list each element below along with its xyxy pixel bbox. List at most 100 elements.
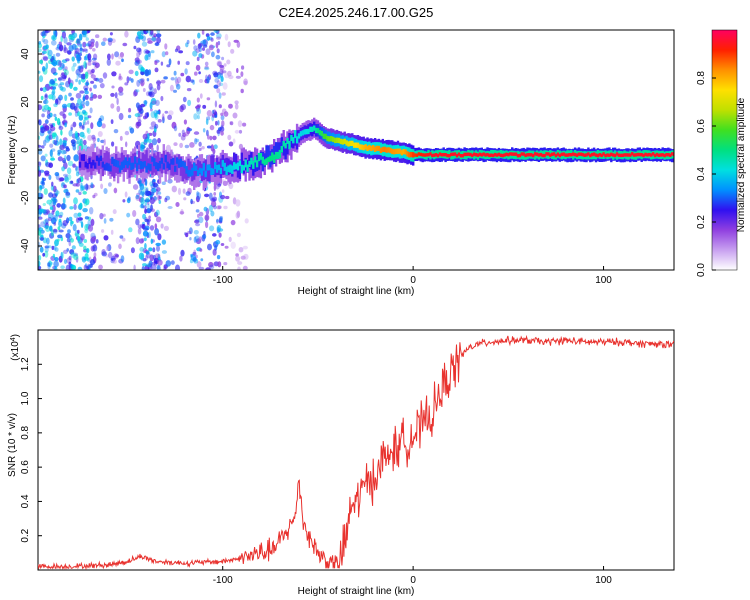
heatmap-speckle [210,144,214,152]
heatmap-speckle [150,238,153,245]
heatmap-ridge-cell [326,135,329,142]
heatmap-ridge-cell [356,142,360,148]
heatmap-ridge-cell [116,160,120,168]
heatmap-speckle [66,147,70,152]
heatmap-ridge-cell [111,156,114,165]
heatmap-speckle [69,235,73,241]
heatmap-speckle [70,180,74,184]
heatmap-ridge-cell [440,153,443,157]
heatmap-speckle [173,125,178,132]
heatmap-speckle [196,191,200,197]
heatmap-speckle [234,103,239,110]
heatmap-ridge-cell [187,158,190,179]
heatmap-speckle [71,32,78,39]
heatmap-speckle [86,265,89,270]
heatmap-speckle [156,245,160,252]
heatmap-speckle [154,67,159,73]
heatmap-speckle [121,58,124,63]
heatmap-speckle [57,226,61,231]
heatmap-speckle [43,99,49,105]
heatmap-speckle [87,30,90,33]
snr-x-ticks: -100 0 100 [213,566,612,586]
heatmap-ridge-cell [265,145,268,163]
heatmap-ridge-cell [303,129,306,135]
heatmap-speckle [60,251,63,260]
heatmap-speckle [83,61,87,69]
snr-series-line [38,334,674,570]
heatmap-speckle [165,51,169,56]
heatmap-speckle [73,197,78,205]
heatmap-speckle [81,124,85,130]
heatmap-speckle [148,142,154,150]
heatmap-ridge-cell [212,155,215,175]
heatmap-ridge-cell [366,145,369,152]
heatmap-ridge-cell [194,165,198,171]
heatmap-speckle [38,161,42,168]
heatmap-speckle [90,232,96,238]
heatmap-speckle [75,92,82,99]
heatmap-speckle [167,206,173,209]
heatmap-ridge-cell [377,145,381,152]
heatmap-speckle [135,89,140,93]
heatmap-ridge-cell [99,155,103,161]
heatmap-speckle [76,72,79,80]
heatmap-speckle [237,266,241,270]
heatmap-speckle [145,197,150,203]
heatmap-speckle [144,54,149,61]
heatmap-ridge-cell [552,152,556,156]
heatmap-speckle [138,119,142,124]
heatmap-speckle [150,108,153,112]
heatmap-speckle [183,131,189,137]
heatmap-speckle [90,80,95,84]
heatmap-speckle [78,66,81,70]
heatmap-speckle [113,129,119,134]
heatmap-speckle [63,68,67,72]
heatmap-speckle [110,103,115,109]
heatmap-speckle [83,56,87,61]
heatmap-ridge-cell [532,153,535,158]
heatmap-speckle [151,138,158,146]
heatmap-speckle [79,103,83,111]
heatmap-speckle [219,64,225,68]
heatmap-ridge-cell [589,153,592,158]
heatmap-speckle [177,60,180,65]
heatmap-speckle [49,199,56,203]
heatmap-ridge-cell [286,140,289,155]
heatmap-speckle [136,31,142,37]
heatmap-ridge-cell [659,153,662,157]
heatmap-ridge-cell [101,161,104,168]
heatmap-speckle [167,114,173,121]
heatmap-speckle [86,248,90,254]
heatmap-speckle [160,95,164,102]
heatmap-ridge-cell [92,159,95,166]
heatmap-speckle [190,254,196,261]
heatmap-ridge-cell [198,167,202,174]
heatmap-speckle [173,89,177,93]
heatmap-ridge-cell [644,152,647,157]
heatmap-speckle [185,75,191,83]
heatmap-speckle [70,220,74,225]
heatmap-ridge-cell [282,141,285,156]
heatmap-speckle [216,129,221,134]
heatmap-speckle [142,230,149,237]
heatmap-speckle [202,47,205,51]
heatmap-speckle [75,182,80,187]
heatmap-ridge-cell [233,162,236,170]
heatmap-speckle [142,263,147,267]
heatmap-ridge-cell [295,136,299,144]
heatmap-speckle [175,202,180,207]
heatmap-speckle [227,134,232,141]
heatmap-speckle [79,202,83,210]
heatmap-speckle [38,119,42,126]
heatmap-speckle [166,64,171,68]
heatmap-speckle [192,50,198,57]
heatmap-ridge-cell [417,152,421,156]
heatmap-speckle [62,197,66,204]
heatmap-ridge-cell [94,152,97,170]
heatmap-speckle [213,205,217,210]
heatmap-speckle [41,66,46,72]
heatmap-ridge-cell [269,155,272,162]
heatmap-speckle [187,99,192,107]
spectrogram-ridge [78,117,674,191]
heatmap-ridge-cell [427,153,430,157]
